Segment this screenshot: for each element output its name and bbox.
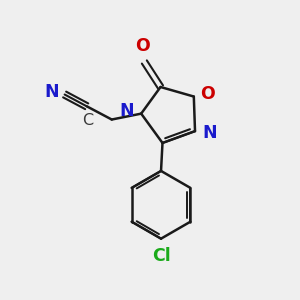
Text: N: N — [45, 83, 59, 101]
Text: N: N — [119, 102, 134, 120]
Text: Cl: Cl — [152, 248, 170, 266]
Text: C: C — [82, 113, 94, 128]
Text: O: O — [136, 37, 150, 55]
Text: N: N — [202, 124, 217, 142]
Text: O: O — [200, 85, 215, 103]
